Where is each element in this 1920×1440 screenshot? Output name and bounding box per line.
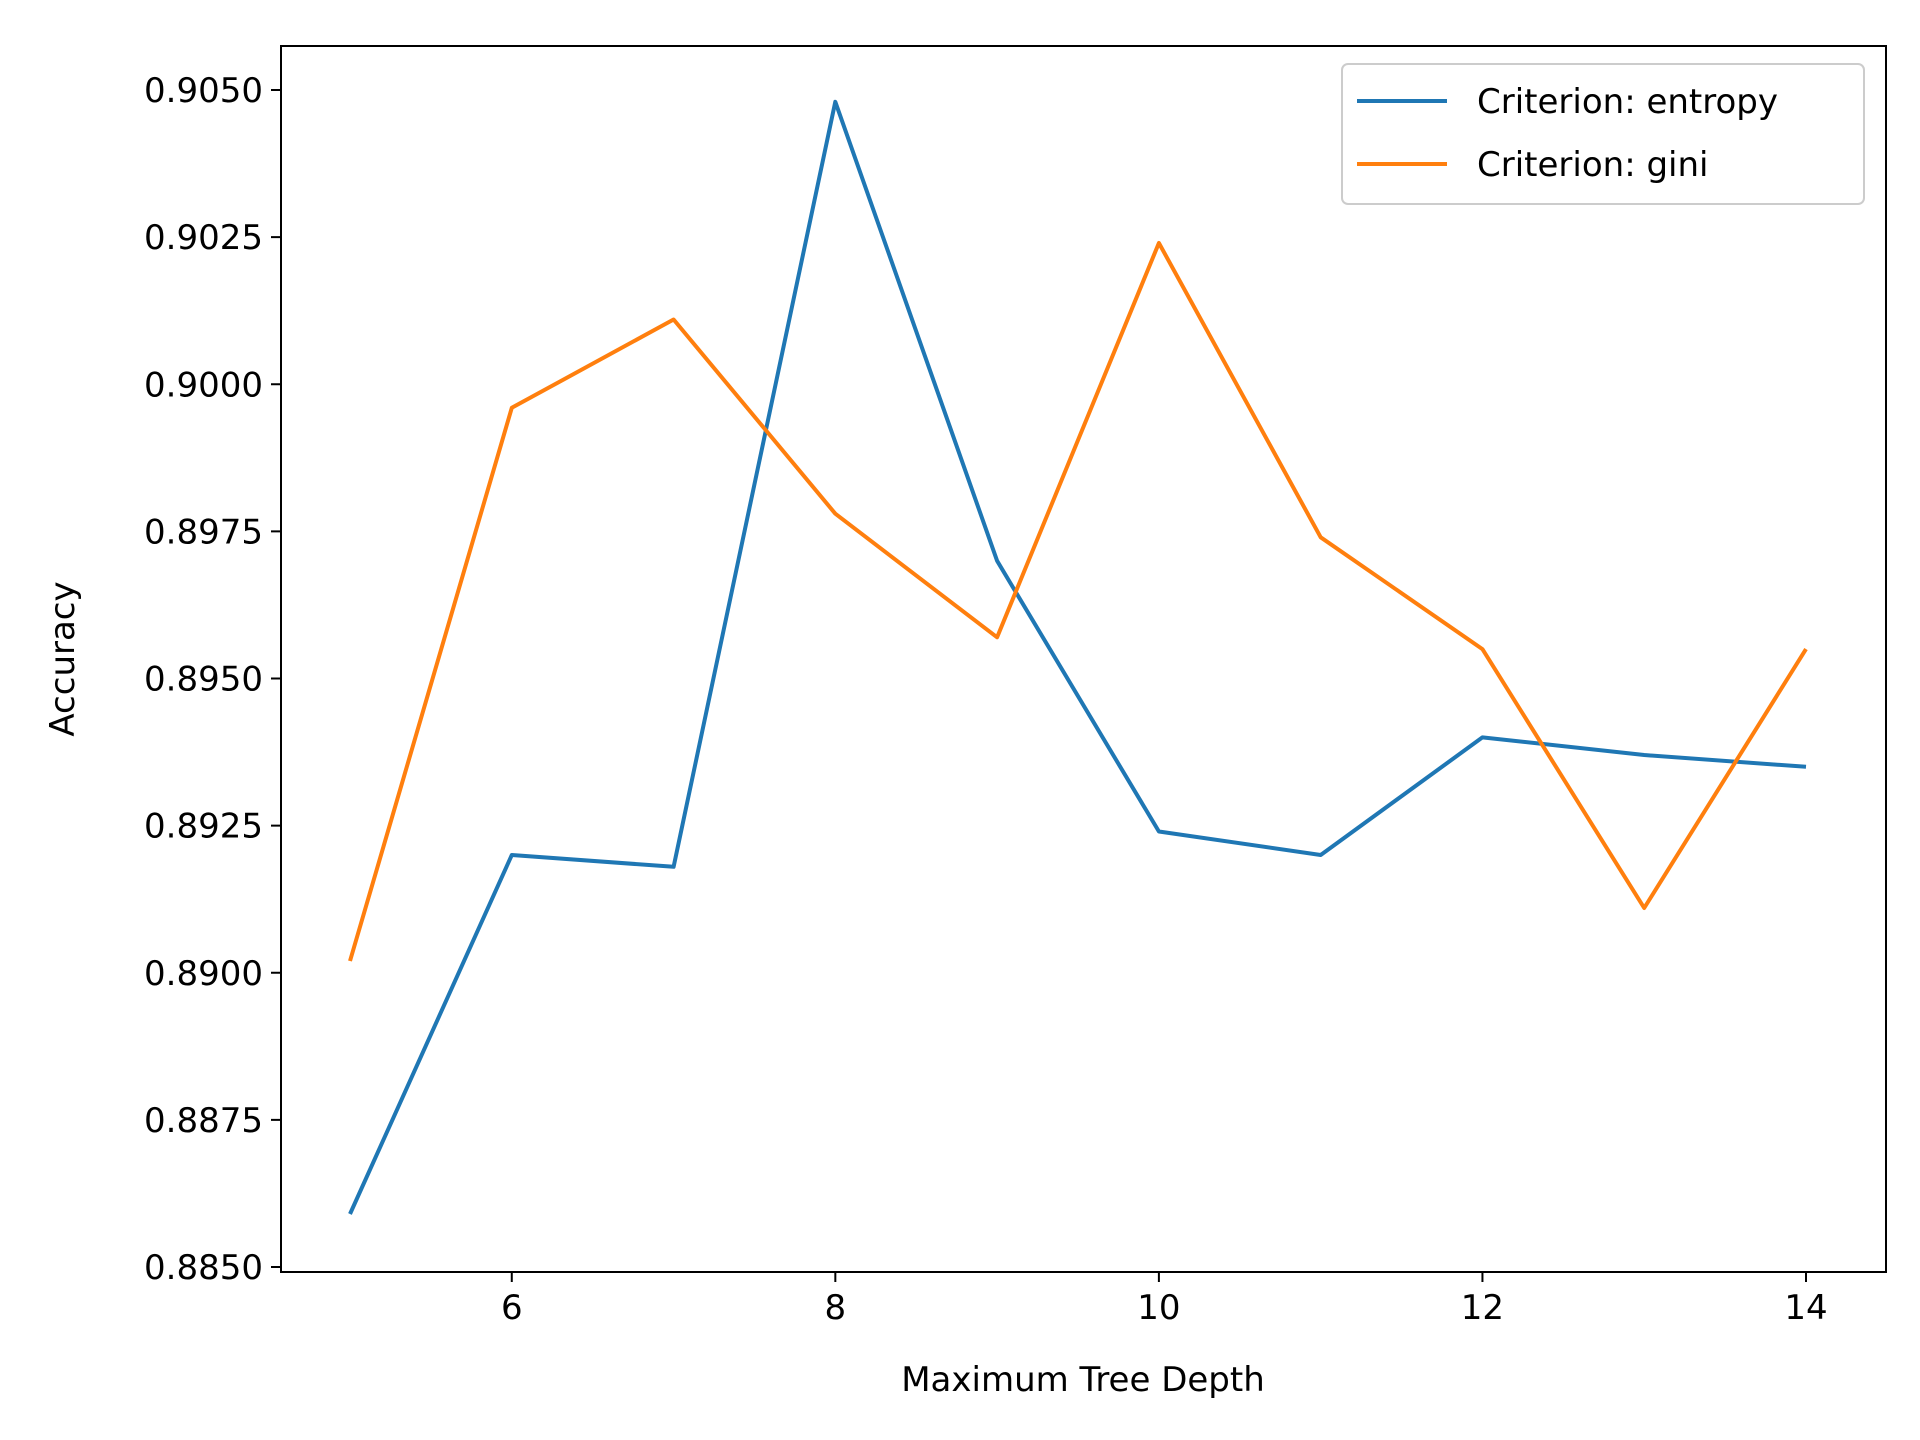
y-tick-label: 0.8850: [144, 1248, 263, 1288]
x-tick-label: 12: [1461, 1288, 1504, 1328]
y-tick-label: 0.8975: [144, 512, 263, 552]
series-layer: [348, 99, 1808, 1215]
y-axis-ticks: 0.8850 0.8875 0.8900 0.8925 0.8950 0.8975 0.90…: [144, 71, 281, 1288]
y-tick-label: 0.9025: [144, 218, 263, 258]
x-tick-label: 14: [1784, 1288, 1827, 1328]
series-line-entropy: [348, 99, 1807, 1215]
plot-frame: [280, 45, 1887, 1273]
series-line-gini: [348, 241, 1808, 962]
legend-label-entropy: Criterion: entropy: [1477, 82, 1778, 122]
y-tick-label: 0.8950: [144, 660, 263, 700]
y-tick-label: 0.8875: [144, 1101, 263, 1141]
y-tick-label: 0.9050: [144, 71, 263, 111]
x-axis-ticks: 6 8 10 12 14: [501, 1272, 1828, 1328]
x-tick-label: 8: [825, 1288, 847, 1328]
legend-label-gini: Criterion: gini: [1477, 145, 1708, 185]
x-axis-label: Maximum Tree Depth: [901, 1360, 1265, 1400]
y-tick-label: 0.8925: [144, 807, 263, 847]
y-tick-label: 0.8900: [144, 954, 263, 994]
y-axis-label: Accuracy: [43, 581, 83, 736]
legend-box: [1341, 63, 1865, 205]
legend: Criterion: entropy Criterion: gini: [1341, 63, 1865, 205]
x-tick-label: 10: [1137, 1288, 1180, 1328]
x-tick-label: 6: [501, 1288, 523, 1328]
y-tick-label: 0.9000: [144, 365, 263, 405]
